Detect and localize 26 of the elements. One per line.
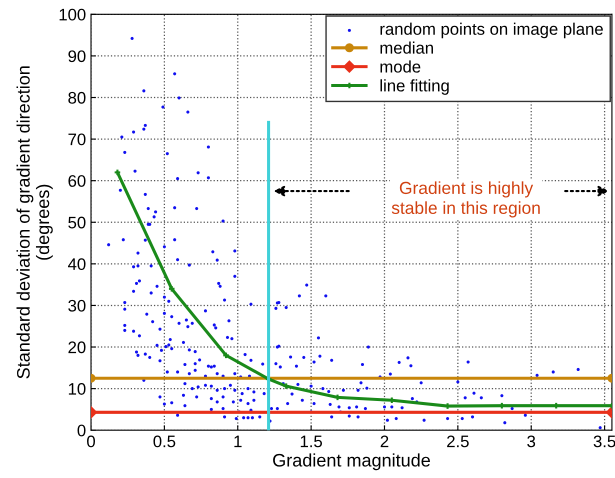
legend-label: mode bbox=[380, 60, 420, 73]
y-tick-label: 30 bbox=[68, 300, 86, 312]
y-axis-title: Standard deviation of gradient direction (degrees) bbox=[16, 66, 53, 379]
y-tick-label: 100 bbox=[60, 8, 86, 21]
y-tick-label: 40 bbox=[68, 258, 86, 270]
x-tick-label: 1.5 bbox=[300, 436, 322, 448]
x-tick-label: 0.5 bbox=[153, 436, 176, 448]
x-tick-label: 3 bbox=[527, 436, 536, 448]
y-tick-label: 0 bbox=[78, 424, 86, 436]
y-tick-label: 10 bbox=[68, 383, 86, 395]
x-tick-label: 2.5 bbox=[447, 436, 469, 448]
x-tick-label: 1 bbox=[234, 436, 242, 448]
legend-label: random points on image plane bbox=[380, 22, 603, 38]
annotation: Gradient is highly stable in this region bbox=[392, 181, 540, 218]
x-tick-label: 3.5 bbox=[594, 436, 615, 448]
y-tick-label: 80 bbox=[68, 92, 86, 104]
y-tick-label: 50 bbox=[68, 216, 86, 228]
legend-label: median bbox=[380, 42, 433, 54]
x-tick-label: 0 bbox=[87, 436, 96, 448]
y-tick-label: 70 bbox=[68, 134, 86, 146]
legend-label: line fitting bbox=[380, 79, 449, 95]
y-tick-label: 20 bbox=[68, 341, 86, 354]
x-axis-title: Gradient magnitude bbox=[273, 453, 430, 470]
y-tick-label: 90 bbox=[68, 50, 86, 62]
y-tick-label: 60 bbox=[68, 175, 86, 187]
x-tick-label: 2 bbox=[380, 436, 388, 448]
